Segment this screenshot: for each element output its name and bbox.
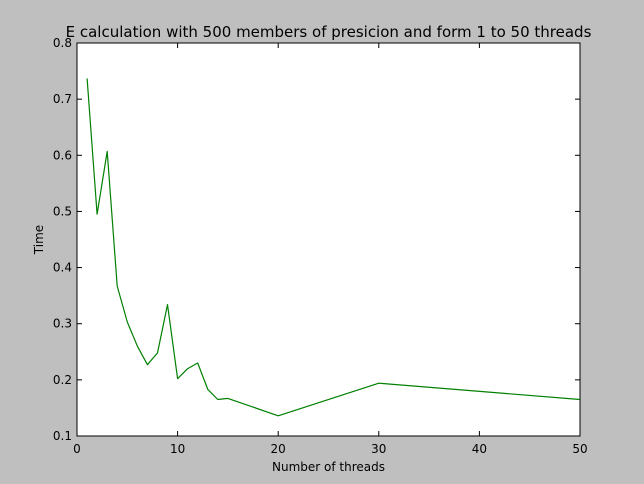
- x-tick-label: 0: [73, 442, 81, 456]
- x-tick-label: 10: [170, 442, 185, 456]
- plot-area: [76, 42, 581, 437]
- series-layer: [86, 78, 581, 417]
- y-tick-label: 0.6: [53, 148, 72, 162]
- x-axis-label: Number of threads: [272, 460, 385, 474]
- x-tick-label: 20: [271, 442, 286, 456]
- x-tick-label: 50: [572, 442, 587, 456]
- y-tick-label: 0.5: [53, 204, 72, 218]
- y-tick-label: 0.7: [53, 92, 72, 106]
- y-tick-label: 0.2: [53, 373, 72, 387]
- x-tick-label: 30: [371, 442, 386, 456]
- y-tick-label: 0.1: [53, 429, 72, 443]
- series-line-0: [86, 78, 581, 417]
- y-axis-label: Time: [32, 225, 46, 255]
- y-tick-label: 0.8: [53, 36, 72, 50]
- axis-ticks: 0 10 20 30 40 50 0.1 0.2 0.3 0.4 0.5 0.6 0.7 0.8: [53, 36, 588, 456]
- y-tick-label: 0.3: [53, 317, 72, 331]
- x-tick-label: 40: [472, 442, 487, 456]
- y-tick-label: 0.4: [53, 261, 72, 275]
- chart-title: E calculation with 500 members of presic…: [66, 23, 592, 41]
